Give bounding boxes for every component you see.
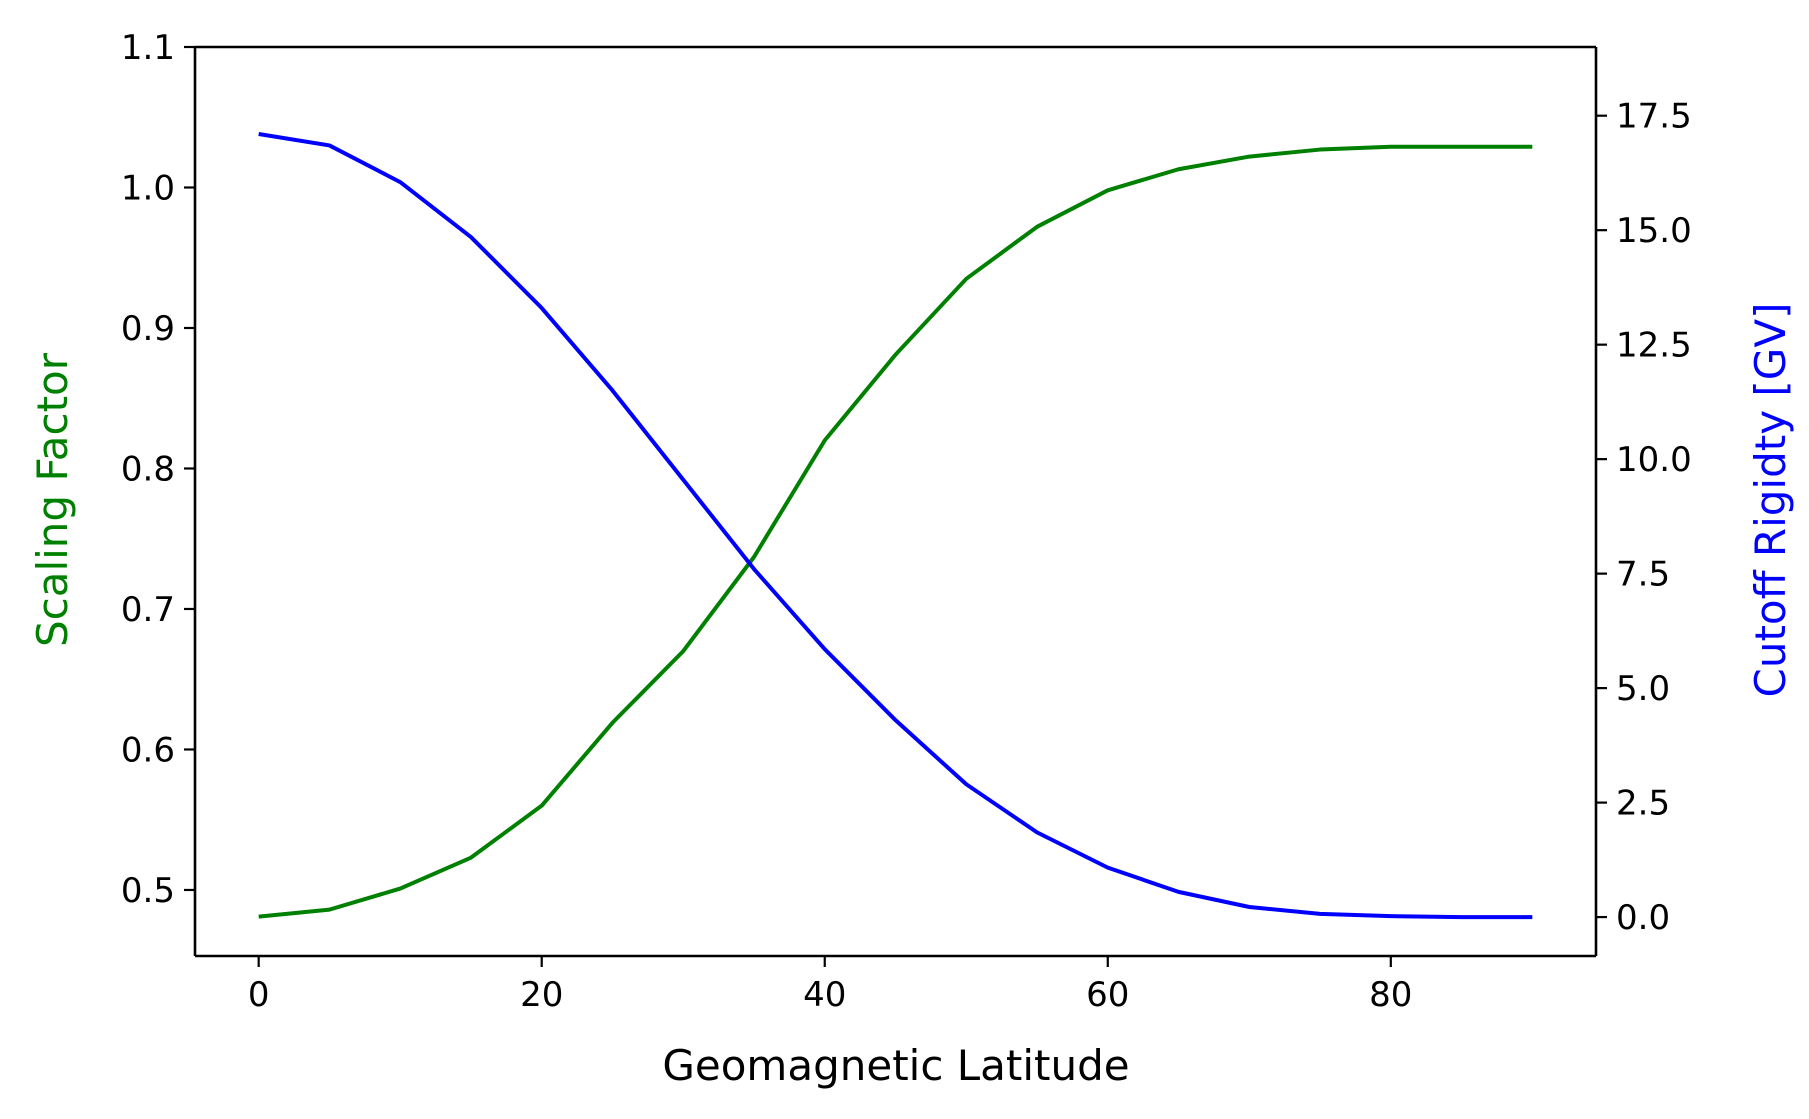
right-y-tick-label: 2.5 xyxy=(1616,784,1670,824)
x-tick-label: 0 xyxy=(248,975,270,1015)
right-y-tick-label: 5.0 xyxy=(1616,669,1670,709)
x-axis-title: Geomagnetic Latitude xyxy=(662,1041,1129,1090)
right-y-tick-label: 17.5 xyxy=(1616,97,1692,137)
cutoff-rigidity-series-line xyxy=(258,132,1533,920)
x-tick-label: 20 xyxy=(520,975,563,1015)
right-y-tick-label: 15.0 xyxy=(1616,211,1692,251)
right-y-tick-label: 0.0 xyxy=(1616,898,1670,938)
left-y-tick-label: 1.0 xyxy=(121,168,175,208)
plot-area xyxy=(195,47,1596,956)
series-layer xyxy=(258,132,1533,920)
right-y-tick-label: 12.5 xyxy=(1616,326,1692,366)
ticks-layer: 0 20 40 60 80 0.5 0.6 0.7 0.8 0.9 1.0 1.1 0.0 2.5 5.0 7… xyxy=(121,28,1692,1015)
x-tick-label: 40 xyxy=(803,975,846,1015)
left-y-tick-label: 0.9 xyxy=(121,309,175,349)
scaling-factor-series-line xyxy=(258,144,1533,919)
right-y-tick-label: 7.5 xyxy=(1616,555,1670,595)
axes-layer xyxy=(193,45,1598,958)
x-tick-label: 80 xyxy=(1369,975,1412,1015)
left-y-tick-label: 1.1 xyxy=(121,28,175,68)
left-y-tick-label: 0.8 xyxy=(121,449,175,489)
x-tick-label: 60 xyxy=(1086,975,1129,1015)
right-y-tick-label: 10.0 xyxy=(1616,440,1692,480)
left-y-tick-label: 0.6 xyxy=(121,730,175,770)
left-y-tick-label: 0.5 xyxy=(121,871,175,911)
right-y-axis-title: Cutoff Rigidty [GV] xyxy=(1746,303,1795,698)
left-y-axis-title: Scaling Factor xyxy=(28,352,77,647)
plot-background xyxy=(195,47,1596,956)
left-y-tick-label: 0.7 xyxy=(121,590,175,630)
